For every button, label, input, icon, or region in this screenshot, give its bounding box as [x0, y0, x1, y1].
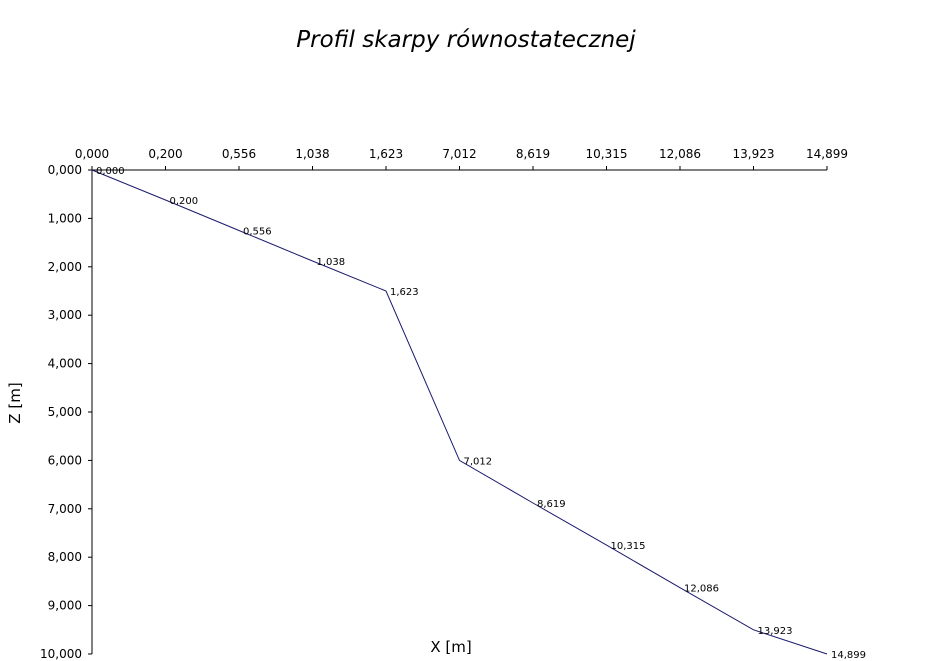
- x-tick-label: 0,200: [148, 147, 182, 161]
- y-axis-label: Z [m]: [6, 382, 24, 423]
- data-label: 1,038: [317, 257, 346, 268]
- y-tick-label: 4,000: [48, 357, 82, 371]
- series-group: [91, 169, 828, 655]
- data-label: 10,315: [611, 541, 646, 552]
- y-tick-label: 2,000: [48, 260, 82, 274]
- y-tick-label: 8,000: [48, 550, 82, 564]
- y-tick-label: 10,000: [40, 647, 82, 661]
- data-label: 8,619: [537, 499, 566, 510]
- y-tick-label: 6,000: [48, 453, 82, 467]
- x-tick-label: 14,899: [806, 147, 848, 161]
- data-label: 0,556: [243, 227, 272, 238]
- data-label: 1,623: [390, 287, 419, 298]
- data-label: 0,000: [96, 166, 125, 177]
- y-tick-label: 9,000: [48, 599, 82, 613]
- x-tick-label: 7,012: [442, 147, 476, 161]
- y-tick-label: 3,000: [48, 308, 82, 322]
- data-label: 13,923: [758, 626, 793, 637]
- data-label: 14,899: [831, 650, 866, 661]
- x-axis: 0,000 0,200 0,556 1,038 1,623 7,012 8,619 10,31…: [75, 147, 848, 171]
- data-labels: 0,000 0,200 0,556 1,038 1,623 7,012 8,619 10,31…: [96, 166, 866, 661]
- x-tick-label: 8,619: [516, 147, 550, 161]
- y-axis: 0,000 1,000 2,000 3,000 4,000 5,000 6,000 7,000…: [40, 163, 93, 661]
- x-axis-label: X [m]: [430, 638, 471, 656]
- y-tick-label: 0,000: [48, 163, 82, 177]
- series-line: [91, 169, 828, 655]
- x-tick-label: 10,315: [586, 147, 628, 161]
- y-tick-label: 7,000: [48, 502, 82, 516]
- data-label: 12,086: [684, 584, 719, 595]
- data-label: 7,012: [464, 456, 493, 467]
- x-tick-label: 12,086: [659, 147, 701, 161]
- x-tick-label: 13,923: [733, 147, 775, 161]
- x-tick-label: 0,000: [75, 147, 109, 161]
- x-tick-label: 1,038: [295, 147, 329, 161]
- y-tick-label: 5,000: [48, 405, 82, 419]
- chart-title: Profil skarpy równostatecznej: [296, 27, 636, 53]
- x-tick-label: 1,623: [369, 147, 403, 161]
- y-tick-label: 1,000: [48, 211, 82, 225]
- data-label: 0,200: [170, 196, 199, 207]
- x-tick-label: 0,556: [222, 147, 256, 161]
